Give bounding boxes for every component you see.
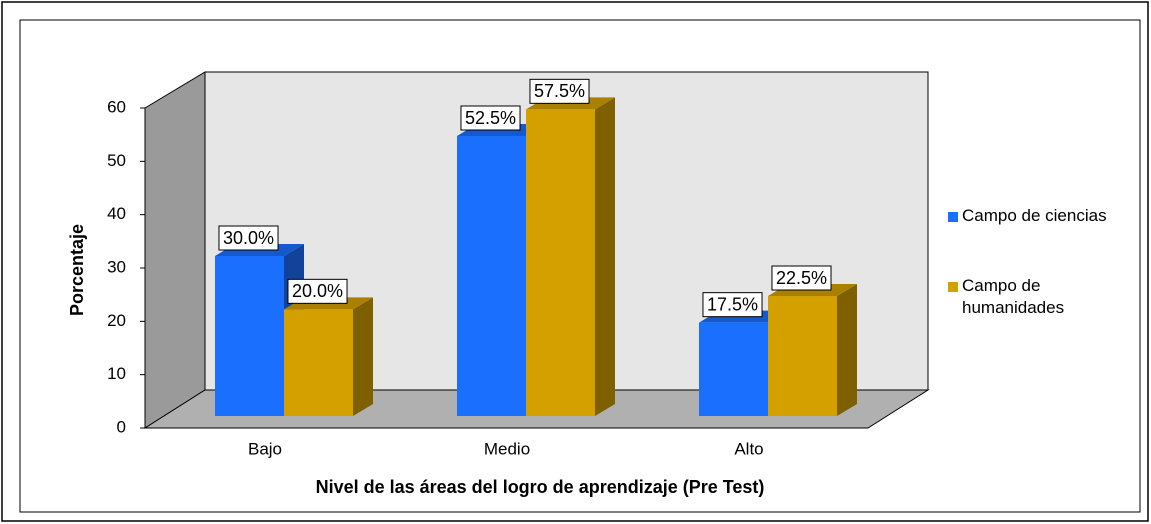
bar-side [837, 284, 857, 416]
value-label-box [287, 278, 348, 304]
legend-item: Campo de ciencias [948, 205, 1137, 227]
value-label-box [460, 105, 521, 131]
y-tick-label: 0 [117, 417, 126, 436]
y-tick-label: 50 [107, 151, 126, 170]
legend-label: Campo de ciencias [962, 206, 1107, 225]
chart-border [19, 19, 1141, 513]
x-tick-label: Medio [484, 439, 530, 458]
bar [284, 309, 353, 416]
bar [457, 136, 526, 416]
bar [768, 296, 837, 416]
value-label-box [218, 225, 279, 251]
bar [526, 109, 595, 416]
y-tick-label: 40 [107, 204, 126, 223]
legend-label: Campo de humanidades [962, 276, 1065, 317]
bar-side [595, 97, 615, 416]
y-tick-label: 30 [107, 257, 126, 276]
y-tick-label: 60 [107, 97, 126, 116]
x-tick-label: Bajo [248, 439, 282, 458]
value-label: 52.5% [465, 108, 516, 128]
legend-item: Campo de humanidades [948, 275, 1137, 319]
bar-side [353, 297, 373, 416]
legend-swatch [948, 212, 958, 222]
value-label-box [529, 78, 590, 104]
value-label: 17.5% [707, 294, 758, 314]
value-label-box [771, 265, 832, 291]
value-label: 20.0% [292, 281, 343, 301]
side-wall [144, 71, 206, 429]
y-tick-label: 10 [107, 364, 126, 383]
bar [699, 322, 768, 416]
value-label: 30.0% [223, 228, 274, 248]
x-axis-label: Nivel de las áreas del logro de aprendiz… [316, 477, 765, 497]
y-axis-label: Porcentaje [67, 224, 87, 316]
bar [215, 256, 284, 416]
legend-swatch [948, 282, 958, 292]
y-tick-label: 20 [107, 311, 126, 330]
value-label: 57.5% [534, 81, 585, 101]
value-label-box [702, 292, 763, 318]
value-label: 22.5% [776, 268, 827, 288]
x-tick-label: Alto [734, 439, 763, 458]
